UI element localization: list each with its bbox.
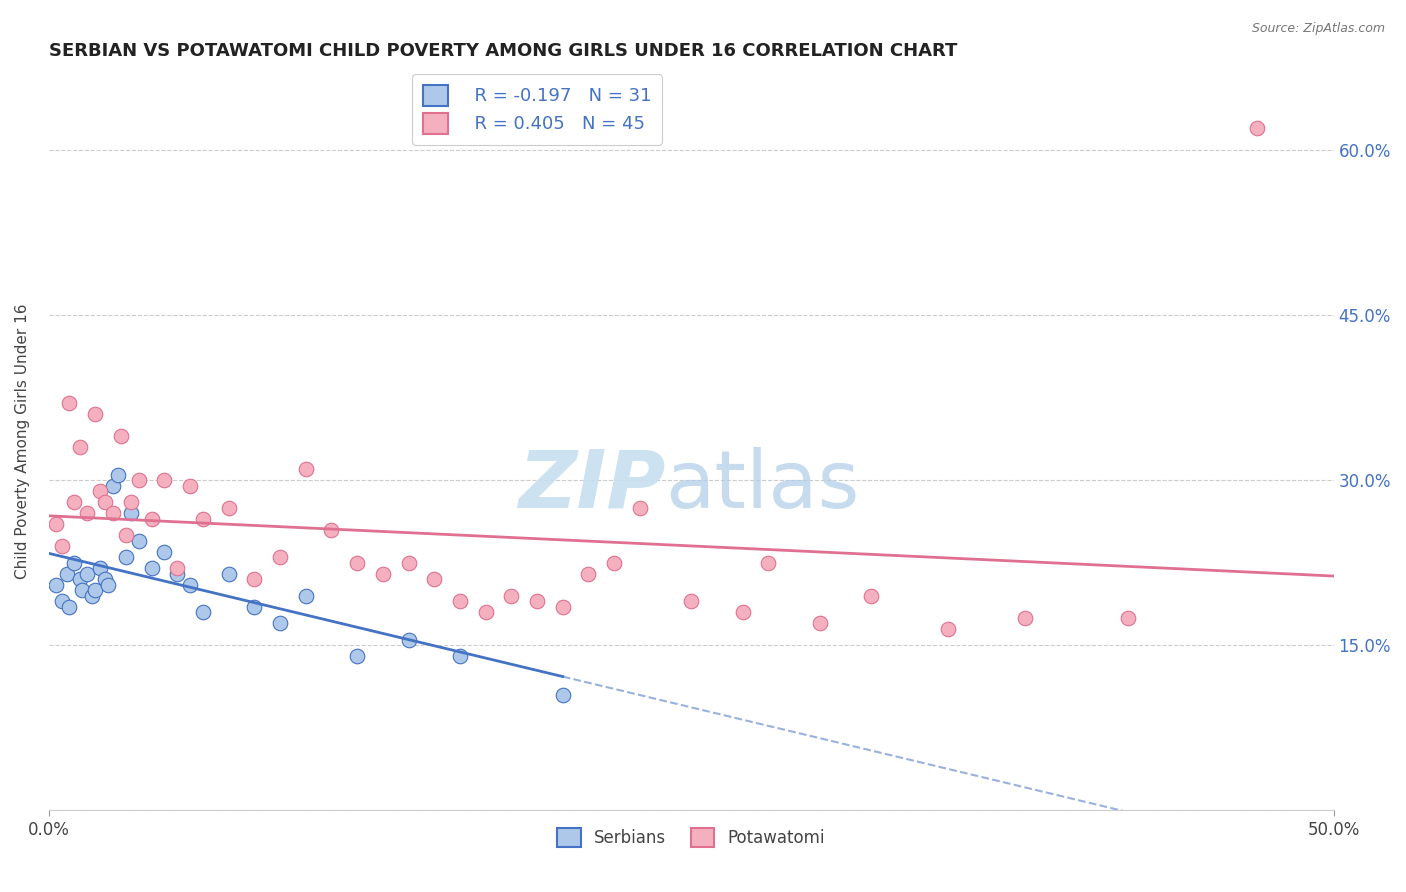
Point <box>89 483 111 498</box>
Point <box>346 649 368 664</box>
Point <box>120 506 142 520</box>
Point <box>45 577 67 591</box>
Point <box>756 556 779 570</box>
Point <box>94 495 117 509</box>
Point <box>179 478 201 492</box>
Point <box>294 589 316 603</box>
Point <box>101 478 124 492</box>
Point <box>63 556 86 570</box>
Point <box>97 577 120 591</box>
Point <box>423 572 446 586</box>
Point <box>576 566 599 581</box>
Point <box>179 577 201 591</box>
Point <box>94 572 117 586</box>
Point <box>84 583 107 598</box>
Point <box>141 511 163 525</box>
Point <box>218 500 240 515</box>
Legend: Serbians, Potawatomi: Serbians, Potawatomi <box>551 822 832 854</box>
Point <box>449 594 471 608</box>
Point <box>84 407 107 421</box>
Point <box>346 556 368 570</box>
Y-axis label: Child Poverty Among Girls Under 16: Child Poverty Among Girls Under 16 <box>15 303 30 579</box>
Point <box>449 649 471 664</box>
Point <box>166 561 188 575</box>
Point <box>501 589 523 603</box>
Point <box>243 599 266 614</box>
Point <box>551 599 574 614</box>
Point <box>128 473 150 487</box>
Point <box>218 566 240 581</box>
Point <box>45 517 67 532</box>
Point <box>269 616 291 631</box>
Point <box>398 632 420 647</box>
Point <box>153 544 176 558</box>
Point <box>141 561 163 575</box>
Point <box>321 523 343 537</box>
Text: atlas: atlas <box>665 447 860 524</box>
Point <box>398 556 420 570</box>
Point <box>82 589 104 603</box>
Point <box>76 506 98 520</box>
Point <box>936 622 959 636</box>
Point <box>76 566 98 581</box>
Point <box>153 473 176 487</box>
Point <box>1014 611 1036 625</box>
Point <box>243 572 266 586</box>
Point <box>474 605 496 619</box>
Point <box>63 495 86 509</box>
Point <box>107 467 129 482</box>
Point <box>115 550 138 565</box>
Point <box>55 566 77 581</box>
Text: Source: ZipAtlas.com: Source: ZipAtlas.com <box>1251 22 1385 36</box>
Point <box>681 594 703 608</box>
Point <box>860 589 883 603</box>
Point <box>731 605 754 619</box>
Point <box>166 566 188 581</box>
Point <box>628 500 651 515</box>
Point <box>58 599 80 614</box>
Point <box>51 539 73 553</box>
Point <box>120 495 142 509</box>
Point <box>269 550 291 565</box>
Point <box>808 616 831 631</box>
Point <box>526 594 548 608</box>
Point <box>191 605 214 619</box>
Point <box>110 429 132 443</box>
Point <box>191 511 214 525</box>
Text: ZIP: ZIP <box>519 447 665 524</box>
Point <box>89 561 111 575</box>
Text: SERBIAN VS POTAWATOMI CHILD POVERTY AMONG GIRLS UNDER 16 CORRELATION CHART: SERBIAN VS POTAWATOMI CHILD POVERTY AMON… <box>49 42 957 60</box>
Point <box>69 440 91 454</box>
Point <box>294 462 316 476</box>
Point <box>603 556 626 570</box>
Point <box>58 396 80 410</box>
Point <box>1246 120 1268 135</box>
Point <box>371 566 394 581</box>
Point <box>551 688 574 702</box>
Point <box>115 528 138 542</box>
Point <box>70 583 93 598</box>
Point <box>128 533 150 548</box>
Point <box>51 594 73 608</box>
Point <box>1116 611 1139 625</box>
Point <box>101 506 124 520</box>
Point <box>69 572 91 586</box>
